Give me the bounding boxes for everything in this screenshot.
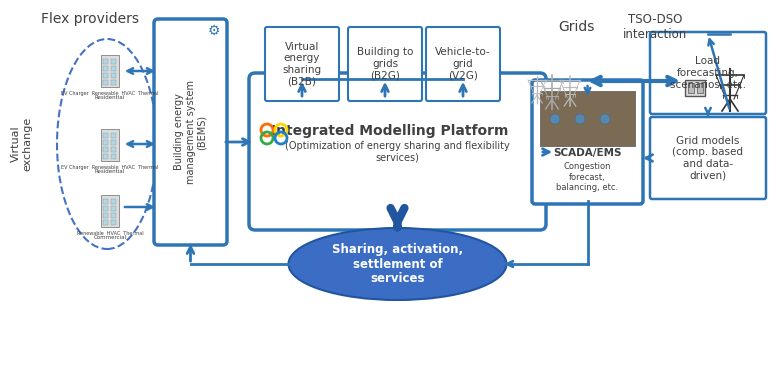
Text: SCADA/EMS: SCADA/EMS — [553, 148, 622, 158]
FancyBboxPatch shape — [154, 19, 227, 245]
Bar — [688, 83, 694, 93]
Bar — [103, 213, 108, 218]
Text: Congestion
forecast,
balancing, etc.: Congestion forecast, balancing, etc. — [556, 162, 618, 192]
Bar — [111, 206, 116, 211]
Text: Grid models
(comp. based
and data-
driven): Grid models (comp. based and data- drive… — [673, 136, 744, 180]
Bar — [111, 140, 116, 145]
Text: Grids: Grids — [558, 20, 594, 34]
Bar — [111, 213, 116, 218]
Text: Residential: Residential — [95, 95, 125, 100]
Bar — [111, 80, 116, 85]
Text: (Optimization of energy sharing and flexibility
services): (Optimization of energy sharing and flex… — [284, 141, 510, 163]
Bar — [103, 140, 108, 145]
Circle shape — [575, 114, 585, 124]
Bar — [103, 147, 108, 152]
Bar — [101, 129, 119, 161]
Bar — [111, 66, 116, 71]
Bar — [540, 91, 635, 146]
FancyBboxPatch shape — [348, 27, 422, 101]
Bar — [103, 73, 108, 78]
Text: Residential: Residential — [95, 169, 125, 174]
Text: Virtual
energy
sharing
(B2B): Virtual energy sharing (B2B) — [282, 42, 322, 86]
Text: Load
forecasting,
scenarios, etc.: Load forecasting, scenarios, etc. — [670, 56, 746, 89]
Bar — [103, 66, 108, 71]
FancyBboxPatch shape — [265, 27, 339, 101]
Bar — [101, 55, 119, 87]
Bar — [111, 59, 116, 64]
Text: EV Charger  Renewable  HVAC  Thermal: EV Charger Renewable HVAC Thermal — [61, 165, 159, 170]
Text: TSO-DSO
interaction: TSO-DSO interaction — [623, 13, 687, 41]
FancyBboxPatch shape — [426, 27, 500, 101]
Text: Flex providers: Flex providers — [41, 12, 139, 26]
Text: Sharing, activation,
settlement of
services: Sharing, activation, settlement of servi… — [332, 242, 463, 286]
Text: Renewable  HVAC  Thermal: Renewable HVAC Thermal — [77, 231, 143, 236]
Text: ⚙: ⚙ — [207, 24, 220, 38]
Text: EV Charger  Renewable  HVAC  Thermal: EV Charger Renewable HVAC Thermal — [61, 91, 159, 96]
Bar — [111, 220, 116, 225]
Text: Integrated Modelling Platform: Integrated Modelling Platform — [271, 124, 509, 138]
Bar — [685, 80, 705, 96]
Bar — [111, 147, 116, 152]
Bar — [103, 80, 108, 85]
Text: Virtual
exchange: Virtual exchange — [11, 117, 33, 171]
Text: Commercial: Commercial — [93, 235, 127, 240]
FancyBboxPatch shape — [249, 73, 546, 230]
Bar — [103, 133, 108, 138]
Bar — [103, 154, 108, 159]
Bar — [103, 198, 108, 204]
Bar — [103, 220, 108, 225]
FancyBboxPatch shape — [650, 32, 766, 114]
Bar — [111, 73, 116, 78]
Bar — [697, 83, 703, 93]
Text: Building to
grids
(B2G): Building to grids (B2G) — [357, 47, 413, 81]
Text: Vehicle-to-
grid
(V2G): Vehicle-to- grid (V2G) — [435, 47, 491, 81]
Bar — [101, 195, 119, 227]
Ellipse shape — [288, 228, 507, 300]
Bar — [111, 133, 116, 138]
Bar — [103, 59, 108, 64]
Circle shape — [550, 114, 560, 124]
Bar — [111, 154, 116, 159]
FancyBboxPatch shape — [650, 117, 766, 199]
Bar — [103, 206, 108, 211]
Text: Building energy
management system
(BEMS): Building energy management system (BEMS) — [174, 80, 207, 184]
Bar — [111, 198, 116, 204]
FancyBboxPatch shape — [532, 80, 643, 204]
Circle shape — [600, 114, 610, 124]
